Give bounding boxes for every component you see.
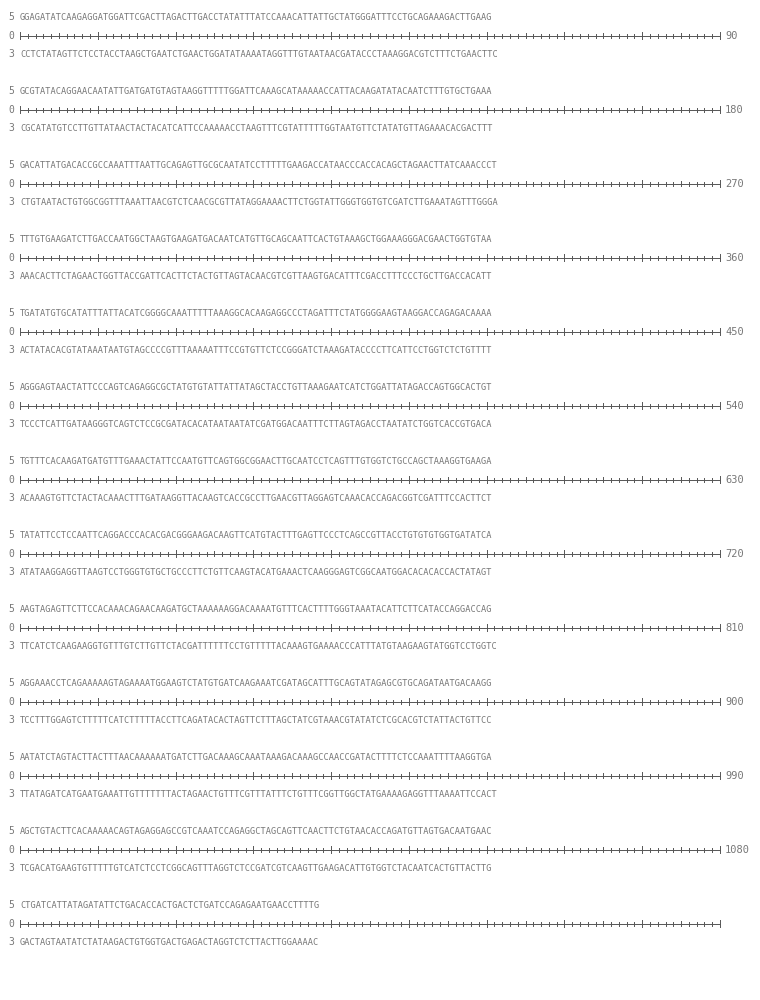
Text: 990: 990 [725, 771, 744, 781]
Text: 180: 180 [725, 105, 744, 115]
Text: 0: 0 [8, 179, 14, 189]
Text: 3: 3 [8, 937, 14, 947]
Text: 0: 0 [8, 105, 14, 115]
Text: 0: 0 [8, 31, 14, 41]
Text: CTGATCATTATAGATATTCTGACACCACTGACTCTGATCCAGAGAATGAACCTTTTG: CTGATCATTATAGATATTCTGACACCACTGACTCTGATCC… [20, 901, 319, 910]
Text: TGTTTCACAAGATGATGTTTGAAACTATTCCAATGTTCAGTGGCGGAACTTGCAATCCTCAGTTTGTGGTCTGCCAGCTA: TGTTTCACAAGATGATGTTTGAAACTATTCCAATGTTCAG… [20, 457, 492, 466]
Text: 5: 5 [8, 308, 14, 318]
Text: 0: 0 [8, 475, 14, 485]
Text: CGCATATGTCCTTGTTATAACTACTACATCATTCCAAAAACCTAAGTTTCGTATTTTTGGTAATGTTCTATATGTTAGAA: CGCATATGTCCTTGTTATAACTACTACATCATTCCAAAAA… [20, 124, 492, 133]
Text: 3: 3 [8, 863, 14, 873]
Text: 0: 0 [8, 327, 14, 337]
Text: 3: 3 [8, 715, 14, 725]
Text: 3: 3 [8, 419, 14, 429]
Text: 5: 5 [8, 752, 14, 762]
Text: 3: 3 [8, 197, 14, 207]
Text: 3: 3 [8, 789, 14, 799]
Text: 3: 3 [8, 493, 14, 503]
Text: AAGTAGAGTTCTTCCACAAACAGAACAAGATGCTAAAAAAGGACAAAATGTTTCACTTTTGGGTAAATACATTCTTCATA: AAGTAGAGTTCTTCCACAAACAGAACAAGATGCTAAAAAA… [20, 605, 492, 614]
Text: 0: 0 [8, 253, 14, 263]
Text: 0: 0 [8, 845, 14, 855]
Text: 0: 0 [8, 401, 14, 411]
Text: AGCTGTACTTCACAAAAACAGTAGAGGAGCCGTCAAATCCAGAGGCTAGCAGTTCAACTTCTGTAACACCAGATGTTAGT: AGCTGTACTTCACAAAAACAGTAGAGGAGCCGTCAAATCC… [20, 827, 492, 836]
Text: 3: 3 [8, 49, 14, 59]
Text: 0: 0 [8, 549, 14, 559]
Text: ACTATACACGTATAAATAATGTAGCCCCGTTTAAAAATTTCCGTGTTCTCCGGGATCTAAAGATACCCCTTCATTCCTGG: ACTATACACGTATAAATAATGTAGCCCCGTTTAAAAATTT… [20, 346, 492, 355]
Text: TTTGTGAAGATCTTGACCAATGGCTAAGTGAAGATGACAATCATGTTGCAGCAATTCACTGTAAAGCTGGAAAGGGACGA: TTTGTGAAGATCTTGACCAATGGCTAAGTGAAGATGACAA… [20, 235, 492, 244]
Text: TATATTCCTCCAATTCAGGACCCACACGACGGGAAGACAAGTTCATGTACTTTGAGTTCCCTCAGCCGTTACCTGTGTGT: TATATTCCTCCAATTCAGGACCCACACGACGGGAAGACAA… [20, 531, 492, 540]
Text: 90: 90 [725, 31, 737, 41]
Text: 5: 5 [8, 160, 14, 170]
Text: 540: 540 [725, 401, 744, 411]
Text: TTCATCTCAAGAAGGTGTTTGTCTTGTTCTACGATTTTTTCCTGTTTTTACAAAGTGAAAACCCATTTATGTAAGAAGTA: TTCATCTCAAGAAGGTGTTTGTCTTGTTCTACGATTTTTT… [20, 642, 498, 651]
Text: GGAGATATCAAGAGGATGGATTCGACTTAGACTTGACCTATATTTATCCAAACATTATTGCTATGGGATTTCCTGCAGAA: GGAGATATCAAGAGGATGGATTCGACTTAGACTTGACCTA… [20, 13, 492, 22]
Text: TCCCTCATTGATAAGGGTCAGTCTCCGCGATACACATAATAATATCGATGGACAATTTCTTAGTAGACCTAATATCTGGT: TCCCTCATTGATAAGGGTCAGTCTCCGCGATACACATAAT… [20, 420, 492, 429]
Text: 5: 5 [8, 382, 14, 392]
Text: 3: 3 [8, 123, 14, 133]
Text: 0: 0 [8, 623, 14, 633]
Text: ACAAAGTGTTCTACTACAAACTTTGATAAGGTTACAAGTCACCGCCTTGAACGTTAGGAGTCAAACACCAGACGGTCGAT: ACAAAGTGTTCTACTACAAACTTTGATAAGGTTACAAGTC… [20, 494, 492, 503]
Text: 720: 720 [725, 549, 744, 559]
Text: 0: 0 [8, 919, 14, 929]
Text: 5: 5 [8, 456, 14, 466]
Text: 3: 3 [8, 567, 14, 577]
Text: 3: 3 [8, 641, 14, 651]
Text: 5: 5 [8, 234, 14, 244]
Text: AAACACTTCTAGAACTGGTTACCGATTCACTTCTACTGTTAGTACAACGTCGTTAAGTGACATTTCGACCTTTCCCTGCT: AAACACTTCTAGAACTGGTTACCGATTCACTTCTACTGTT… [20, 272, 492, 281]
Text: GCGTATACAGGAACAATATTGATGATGTAGTAAGGTTTTTGGATTCAAAGCATAAAAACCATTACAAGATATACAATCTT: GCGTATACAGGAACAATATTGATGATGTAGTAAGGTTTTT… [20, 87, 492, 96]
Text: AGGGAGTAACTATTCCCAGTCAGAGGCGCTATGTGTATTATTATAGCTACCTGTTAAAGAATCATCTGGATTATAGACCA: AGGGAGTAACTATTCCCAGTCAGAGGCGCTATGTGTATTA… [20, 383, 492, 392]
Text: 630: 630 [725, 475, 744, 485]
Text: TCGACATGAAGTGTTTTTGTCATCTCCTCGGCAGTTTAGGTCTCCGATCGTCAAGTTGAAGACATTGTGGTCTACAATCA: TCGACATGAAGTGTTTTTGTCATCTCCTCGGCAGTTTAGG… [20, 864, 492, 873]
Text: 360: 360 [725, 253, 744, 263]
Text: TTATAGATCATGAATGAAATTGTTTTTTTACTAGAACTGTTTCGTTTATTTCTGTTTCGGTTGGCTATGAAAAGAGGTTT: TTATAGATCATGAATGAAATTGTTTTTTTACTAGAACTGT… [20, 790, 498, 799]
Text: GACTAGTAATATCTATAAGACTGTGGTGACTGAGACTAGGTCTCTTACTTGGAAAAC: GACTAGTAATATCTATAAGACTGTGGTGACTGAGACTAGG… [20, 938, 319, 947]
Text: 450: 450 [725, 327, 744, 337]
Text: 5: 5 [8, 826, 14, 836]
Text: GACATTATGACACCGCCAAATTTAATTGCAGAGTTGCGCAATATCCTTTTTGAAGACCATAACCCACCACAGCTAGAACT: GACATTATGACACCGCCAAATTTAATTGCAGAGTTGCGCA… [20, 161, 498, 170]
Text: ATATAAGGAGGTTAAGTCCTGGGTGTGCTGCCCTTCTGTTCAAGTACATGAAACTCAAGGGAGTCGGCAATGGACACACA: ATATAAGGAGGTTAAGTCCTGGGTGTGCTGCCCTTCTGTT… [20, 568, 492, 577]
Text: TGATATGTGCATATTTATTACATCGGGGCAAATTTTTAAAGGCACAAGAGGCCCTAGATTTCTATGGGGAAGTAAGGACC: TGATATGTGCATATTTATTACATCGGGGCAAATTTTTAAA… [20, 309, 492, 318]
Text: 1080: 1080 [725, 845, 750, 855]
Text: 5: 5 [8, 86, 14, 96]
Text: 5: 5 [8, 678, 14, 688]
Text: CCTCTATAGTTCTCCTACCTAAGCTGAATCTGAACTGGATATAAAATAGGTTTGTAATAACGATACCCTAAAGGACGTCT: CCTCTATAGTTCTCCTACCTAAGCTGAATCTGAACTGGAT… [20, 50, 498, 59]
Text: 5: 5 [8, 530, 14, 540]
Text: TCCTTTGGAGTCTTTTTCATCTTTTTACCTTCAGATACACTAGTTCTTTAGCTATCGTAAACGTATATCTCGCACGTCTA: TCCTTTGGAGTCTTTTTCATCTTTTTACCTTCAGATACAC… [20, 716, 492, 725]
Text: AATATCTAGTACTTACTTTAACAAAAAATGATCTTGACAAAGCAAATAAAGACAAAGCCAACCGATACTTTTCTCCAAAT: AATATCTAGTACTTACTTTAACAAAAAATGATCTTGACAA… [20, 753, 492, 762]
Text: 810: 810 [725, 623, 744, 633]
Text: 900: 900 [725, 697, 744, 707]
Text: 270: 270 [725, 179, 744, 189]
Text: 0: 0 [8, 771, 14, 781]
Text: 3: 3 [8, 271, 14, 281]
Text: CTGTAATACTGTGGCGGTTTAAATTAACGTCTCAACGCGTTATAGGAAAACTTCTGGTATTGGGTGGTGTCGATCTTGAA: CTGTAATACTGTGGCGGTTTAAATTAACGTCTCAACGCGT… [20, 198, 498, 207]
Text: 3: 3 [8, 345, 14, 355]
Text: AGGAAACCTCAGAAAAAGTAGAAAATGGAAGTCTATGTGATCAAGAAATCGATAGCATTTGCAGTATAGAGCGTGCAGAT: AGGAAACCTCAGAAAAAGTAGAAAATGGAAGTCTATGTGA… [20, 679, 492, 688]
Text: 5: 5 [8, 12, 14, 22]
Text: 5: 5 [8, 900, 14, 910]
Text: 0: 0 [8, 697, 14, 707]
Text: 5: 5 [8, 604, 14, 614]
